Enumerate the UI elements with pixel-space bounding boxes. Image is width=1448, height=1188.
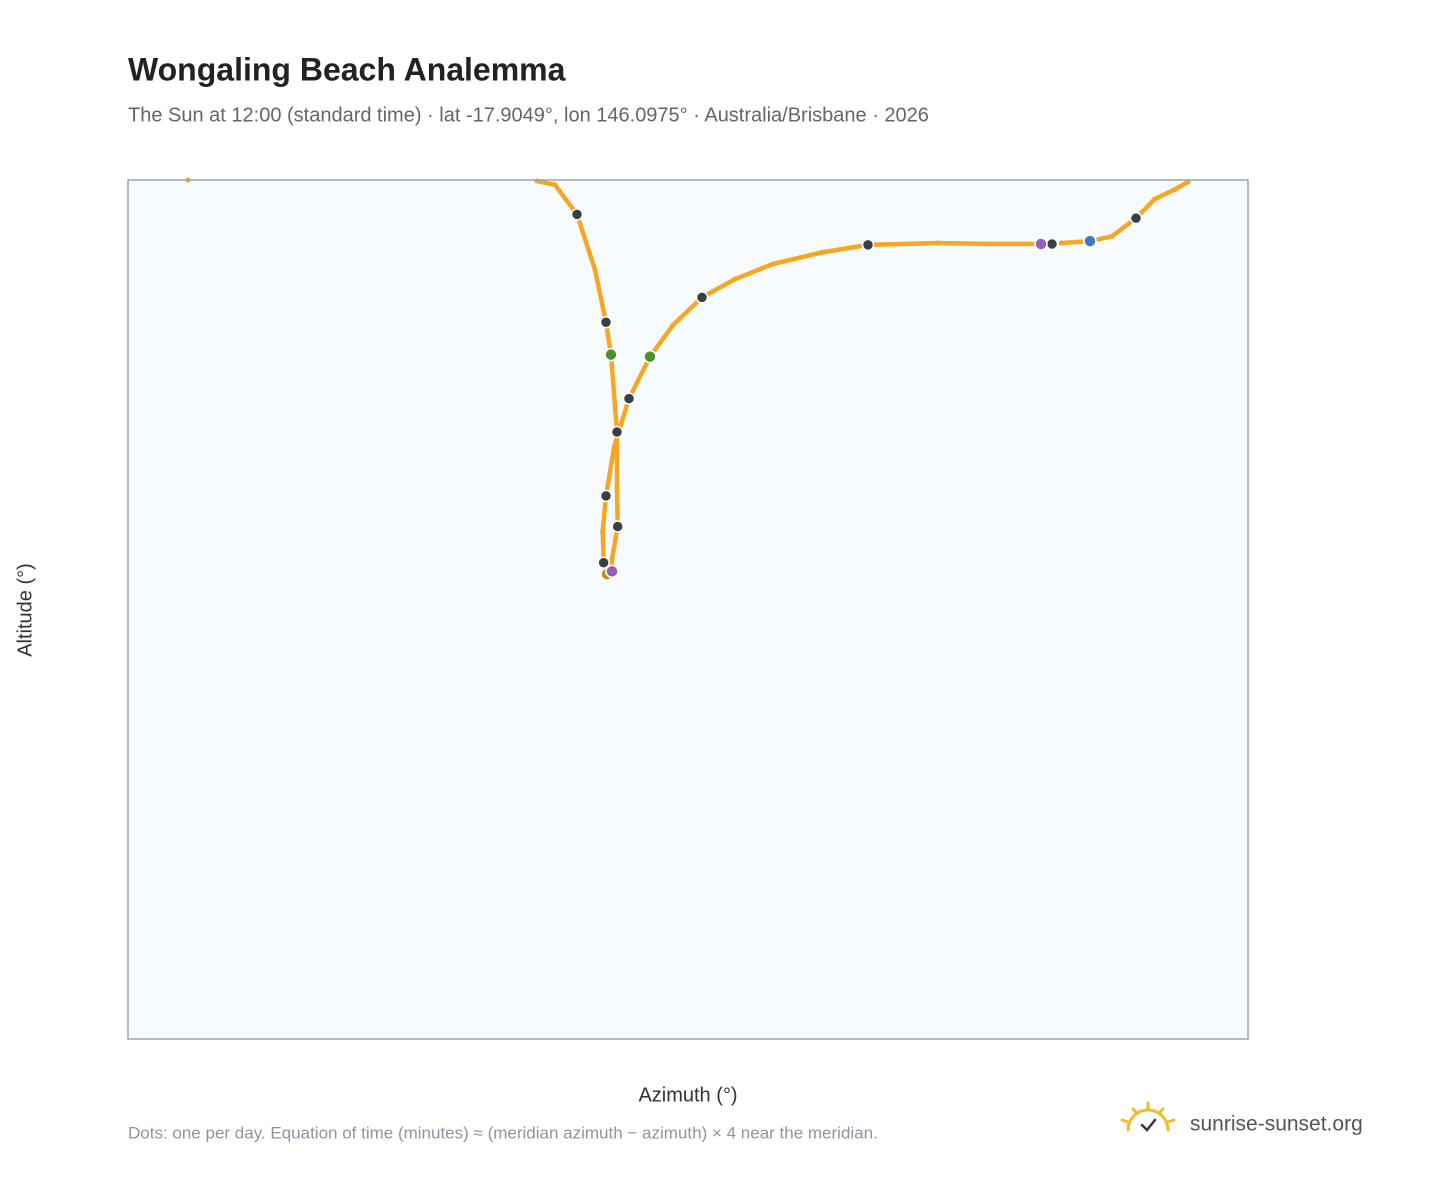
event-marker — [605, 564, 619, 579]
day-dot — [984, 241, 990, 247]
day-dot — [552, 182, 558, 188]
chart-subtitle: The Sun at 12:00 (standard time) · lat -… — [128, 104, 929, 126]
month-marker — [695, 291, 709, 304]
y-axis-label: Altitude (°) — [14, 563, 36, 657]
brand: sunrise-sunset.org — [1190, 1113, 1363, 1136]
series — [185, 177, 1191, 581]
day-dot — [1109, 233, 1115, 239]
x-axis-label: Azimuth (°) — [638, 1084, 737, 1106]
plot-area — [128, 180, 1248, 1039]
month-marker — [610, 425, 624, 439]
day-dot — [614, 485, 620, 491]
day-dot — [592, 267, 598, 273]
event-marker — [604, 347, 618, 362]
event-marker — [1034, 237, 1048, 251]
chart-title: Wongaling Beach Analemma — [128, 51, 566, 87]
day-dot — [818, 249, 824, 256]
month-marker — [570, 208, 584, 221]
day-dot — [1058, 240, 1064, 246]
month-marker — [597, 556, 610, 569]
day-dot — [732, 276, 738, 282]
day-dot — [1152, 196, 1158, 202]
day-dot — [935, 240, 941, 246]
month-marker — [1129, 211, 1143, 225]
month-marker — [599, 489, 613, 503]
day-dot — [609, 556, 615, 562]
month-marker — [599, 315, 613, 329]
event-marker — [1083, 234, 1097, 248]
day-dot — [534, 178, 540, 184]
day-dot — [1172, 186, 1178, 193]
plot-frame — [127, 179, 1249, 1040]
day-dot — [670, 322, 676, 328]
month-marker — [611, 520, 624, 533]
brand-logo — [1120, 1101, 1176, 1132]
day-dot — [600, 528, 606, 534]
month-marker — [861, 238, 875, 252]
footnote: Dots: one per day. Equation of time (min… — [128, 1123, 878, 1142]
month-marker — [622, 392, 636, 405]
day-dot — [770, 261, 776, 267]
event-marker — [643, 349, 657, 364]
month-marker — [1045, 237, 1059, 251]
day-dot — [611, 443, 617, 449]
